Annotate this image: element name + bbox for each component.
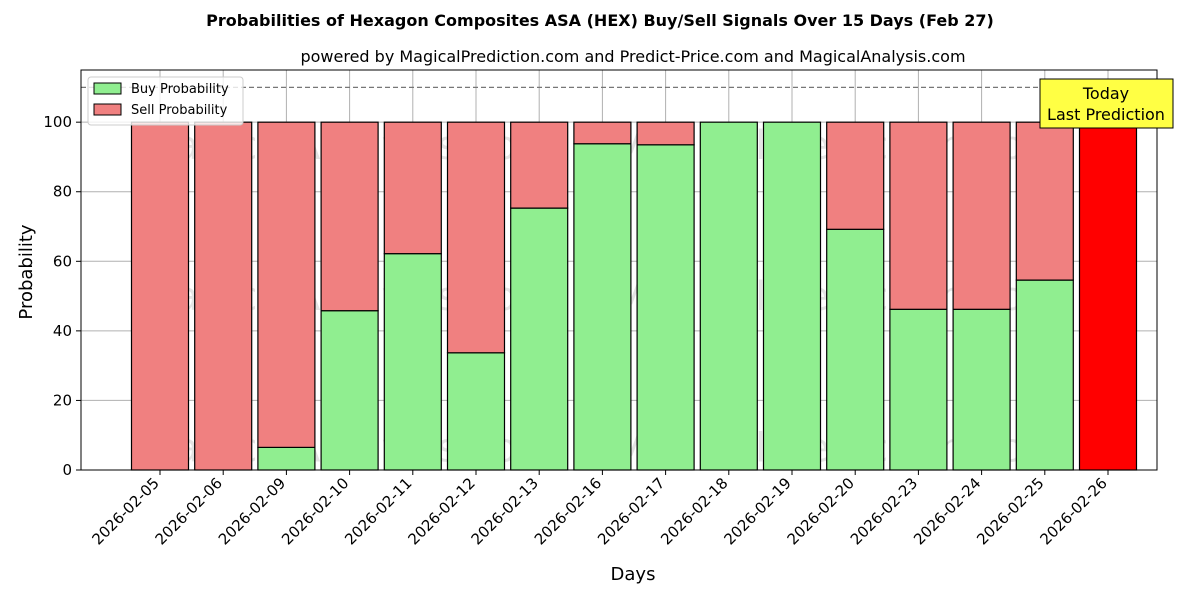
buy-bar (257, 446, 316, 471)
sell-bar (573, 121, 632, 145)
buy-bar (320, 310, 379, 471)
legend-sell-swatch (93, 103, 122, 116)
today-annotation-line1: Today (1082, 84, 1129, 103)
buy-bar (383, 253, 442, 471)
sell-bar (320, 121, 379, 312)
sell-bar (826, 121, 885, 230)
buy-bar (573, 143, 632, 471)
y-tick-label: 60 (53, 252, 72, 270)
y-tick-label: 40 (53, 322, 72, 340)
sell-bar (889, 121, 948, 310)
buy-bar (446, 352, 506, 471)
plot-frame (80, 69, 1158, 471)
buy-bar (889, 308, 948, 471)
y-tick-label: 20 (53, 391, 72, 409)
buy-bar (952, 308, 1011, 471)
sell-bar (383, 121, 442, 255)
legend-buy-swatch (93, 82, 122, 95)
y-tick-label: 80 (53, 183, 72, 201)
buy-bar (826, 228, 885, 471)
chart-subtitle: powered by MagicalPrediction.com and Pre… (300, 47, 965, 66)
sell-bar (1015, 121, 1074, 281)
legend: Buy Probability Sell Probability (87, 76, 244, 126)
legend-sell-label: Sell Probability (131, 103, 228, 118)
today-annotation-box (1039, 78, 1174, 129)
y-tick-label: 0 (62, 461, 72, 479)
y-axis-ticks: 0 20 40 60 80 100 (43, 113, 81, 479)
x-axis-label: Days (611, 564, 656, 585)
sell-bar (510, 121, 569, 209)
today-sell-bar (1078, 121, 1138, 471)
sell-bar (130, 121, 190, 471)
sell-bar (952, 121, 1011, 310)
buy-bar (699, 121, 758, 471)
today-annotation-line2: Last Prediction (1047, 105, 1165, 124)
y-tick-label: 100 (43, 113, 72, 131)
sell-bar (446, 121, 506, 354)
buy-bar (510, 207, 569, 471)
sell-bar (257, 121, 316, 448)
sell-bar (194, 121, 253, 471)
legend-box (87, 76, 244, 126)
sell-bar (636, 121, 695, 146)
bars (130, 121, 1138, 471)
today-annotation: Today Last Prediction (1039, 78, 1174, 129)
y-axis-label: Probability (16, 224, 37, 319)
buy-bar (762, 121, 822, 471)
chart-title: Probabilities of Hexagon Composites ASA … (206, 11, 994, 30)
legend-buy-label: Buy Probability (131, 82, 229, 97)
buy-bar (636, 144, 695, 471)
buy-bar (1015, 279, 1074, 471)
